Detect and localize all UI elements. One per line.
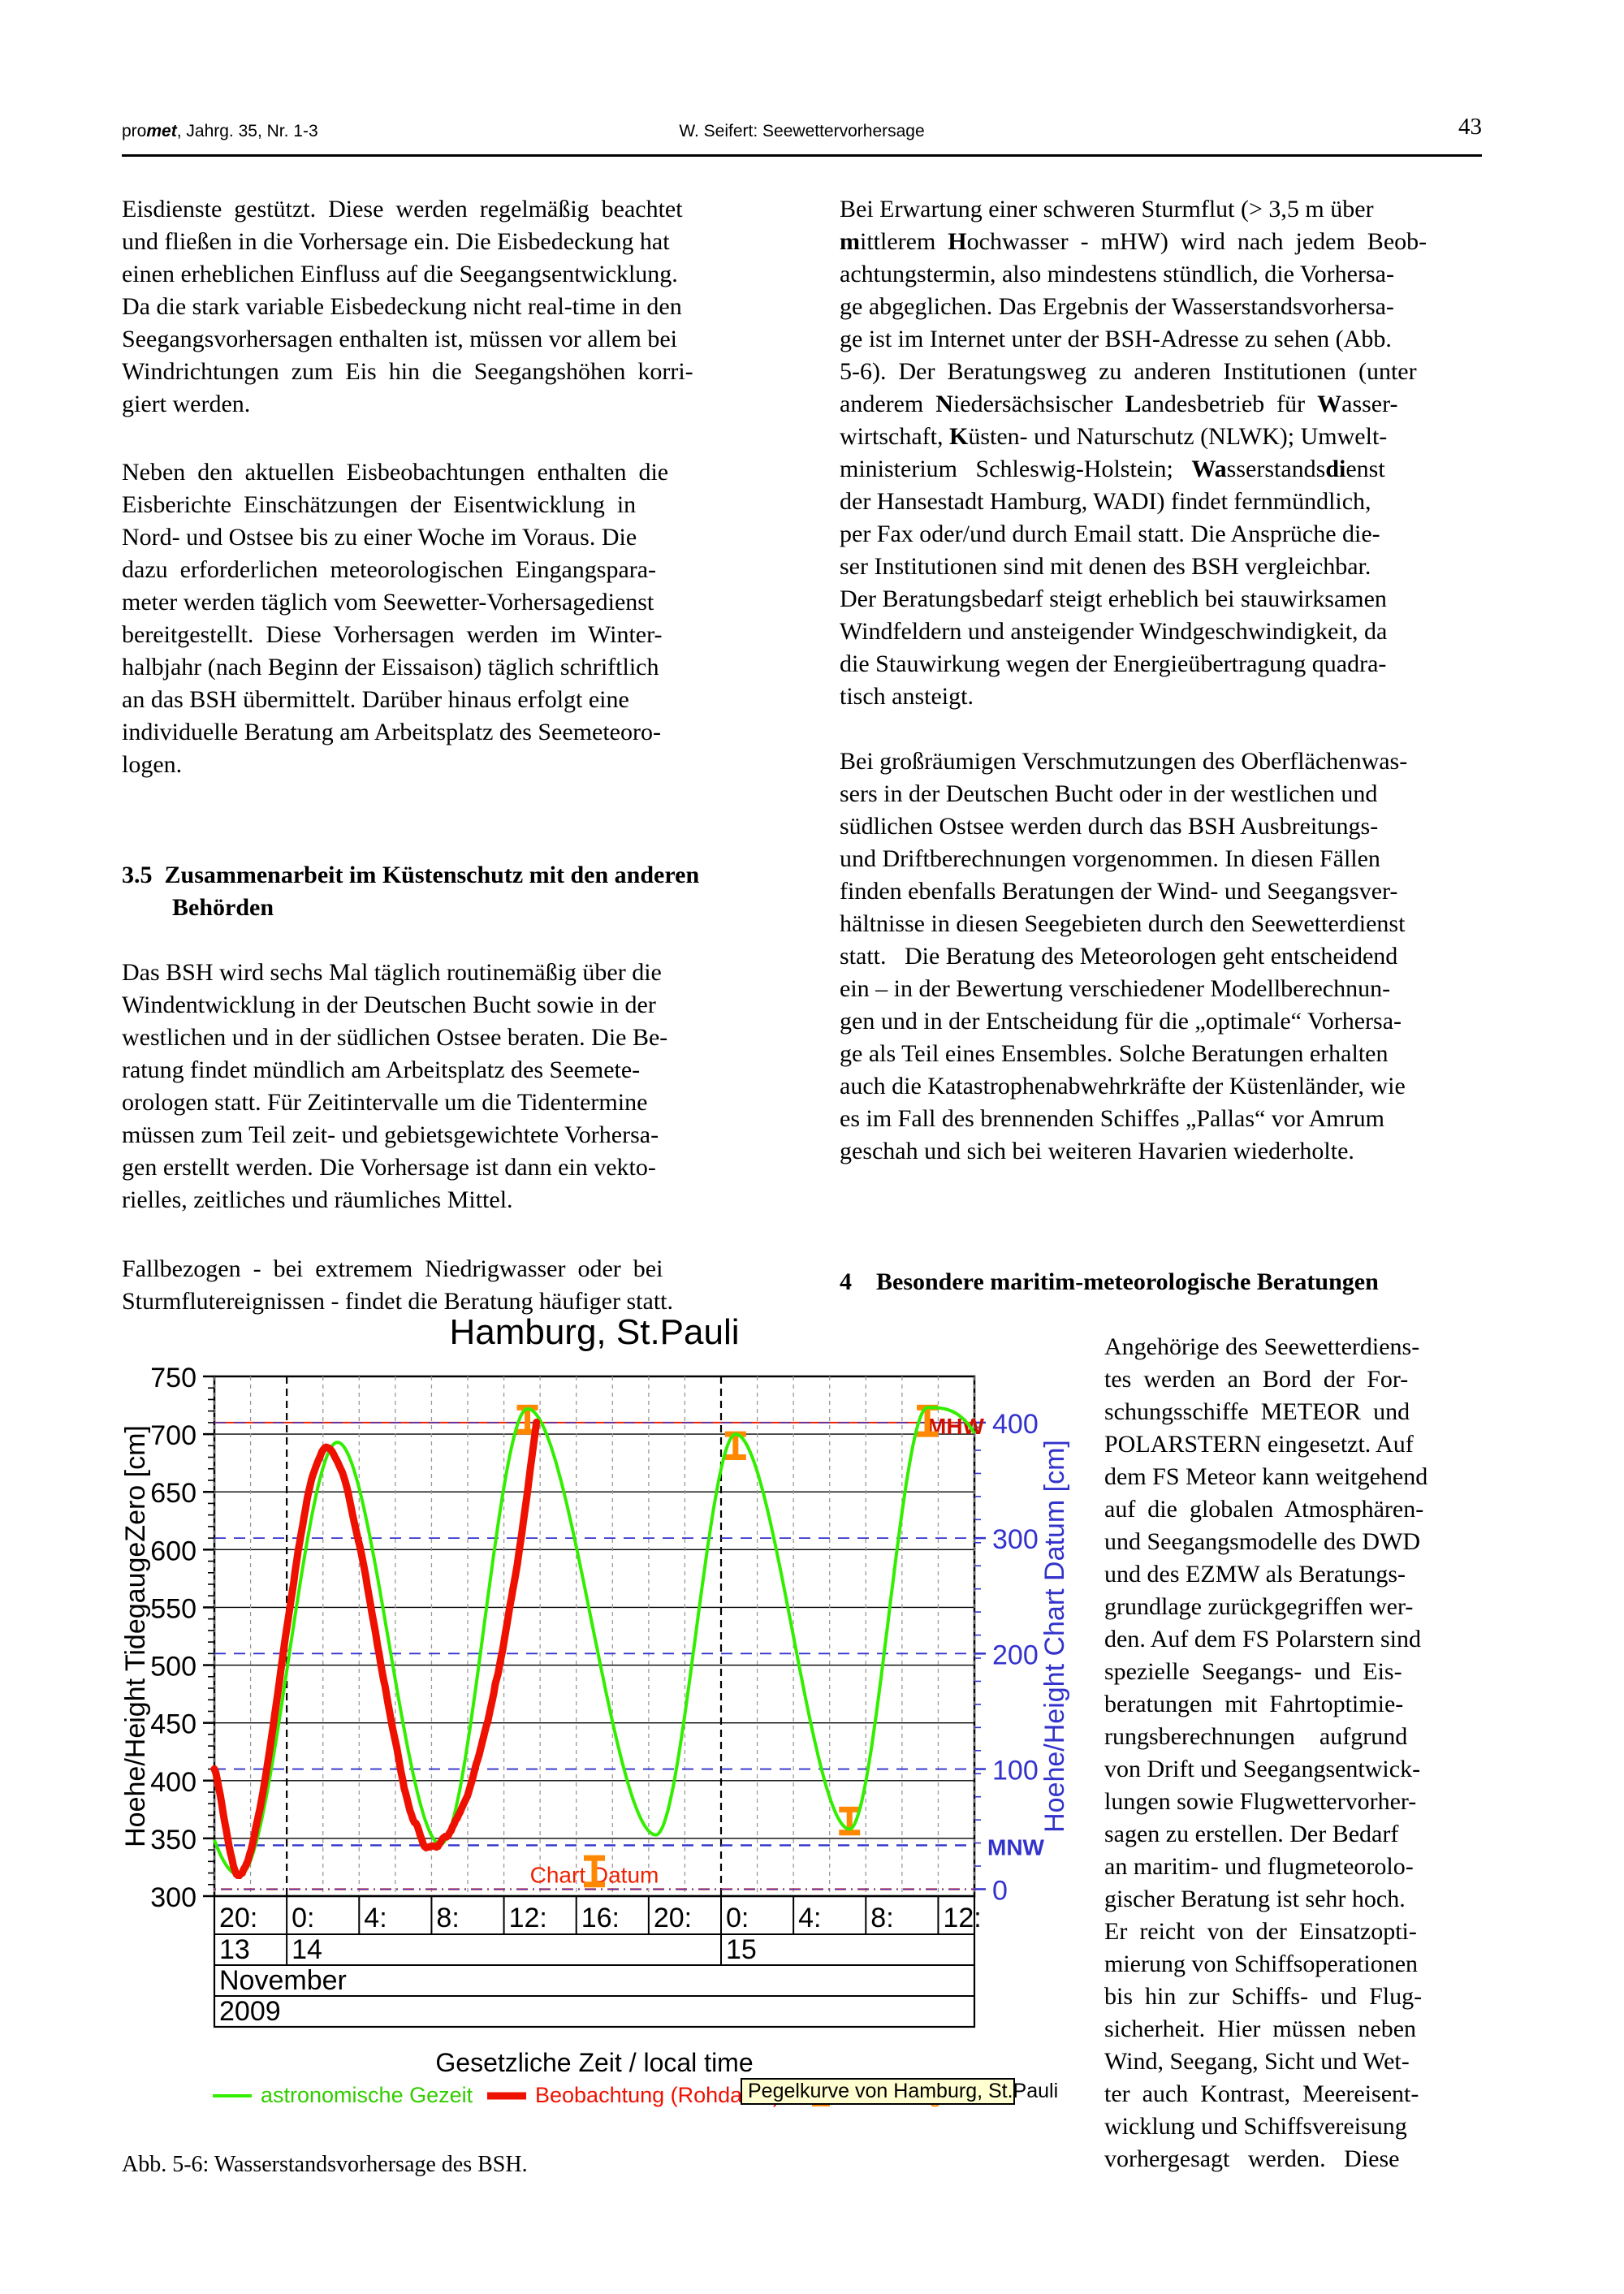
svg-text:20:: 20: <box>219 1903 257 1933</box>
svg-text:15: 15 <box>726 1934 757 1965</box>
svg-text:13: 13 <box>219 1934 250 1965</box>
svg-text:650: 650 <box>150 1478 197 1509</box>
svg-text:550: 550 <box>150 1593 197 1624</box>
svg-text:0: 0 <box>992 1875 1008 1906</box>
svg-text:Hoehe/Height Chart Datum [cm]: Hoehe/Height Chart Datum [cm] <box>1039 1440 1070 1833</box>
svg-text:Pegelkurve von Hamburg, St.Pau: Pegelkurve von Hamburg, St.Pauli <box>748 2080 1058 2102</box>
svg-text:4:: 4: <box>364 1903 387 1933</box>
svg-text:750: 750 <box>150 1363 197 1393</box>
svg-text:100: 100 <box>992 1756 1039 1786</box>
svg-text:300: 300 <box>992 1524 1039 1555</box>
svg-text:MNW: MNW <box>987 1834 1045 1860</box>
svg-text:350: 350 <box>150 1825 197 1856</box>
svg-text:8:: 8: <box>870 1903 893 1933</box>
svg-text:14: 14 <box>292 1934 322 1965</box>
svg-text:20:: 20: <box>654 1903 692 1933</box>
svg-text:450: 450 <box>150 1709 197 1740</box>
svg-text:Hoehe/Height TidegaugeZero [cm: Hoehe/Height TidegaugeZero [cm] <box>122 1425 151 1847</box>
svg-text:0:: 0: <box>292 1903 314 1933</box>
svg-text:16:: 16: <box>581 1903 620 1933</box>
svg-text:400: 400 <box>150 1767 197 1798</box>
svg-text:12:: 12: <box>509 1903 547 1933</box>
svg-text:500: 500 <box>150 1652 197 1683</box>
svg-text:0:: 0: <box>726 1903 749 1933</box>
svg-text:400: 400 <box>992 1409 1039 1440</box>
svg-text:700: 700 <box>150 1420 197 1451</box>
svg-text:600: 600 <box>150 1536 197 1566</box>
svg-text:Gesetzliche Zeit / local time: Gesetzliche Zeit / local time <box>435 2048 753 2077</box>
svg-text:12:: 12: <box>943 1903 981 1933</box>
svg-text:2009: 2009 <box>219 1996 281 2027</box>
svg-text:300: 300 <box>150 1882 197 1913</box>
svg-text:November: November <box>219 1965 347 1996</box>
svg-text:astronomische Gezeit: astronomische Gezeit <box>261 2083 473 2107</box>
svg-text:Hamburg, St.Pauli: Hamburg, St.Pauli <box>449 1312 739 1352</box>
svg-text:200: 200 <box>992 1639 1039 1670</box>
svg-text:4:: 4: <box>798 1903 821 1933</box>
svg-text:8:: 8: <box>436 1903 459 1933</box>
